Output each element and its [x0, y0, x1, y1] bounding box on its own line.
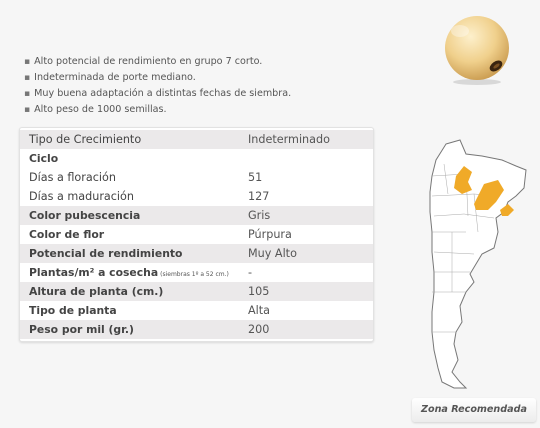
soybean-seed-icon	[445, 16, 509, 85]
spec-row: Color pubescencia Gris	[20, 206, 373, 225]
spec-row: Color de flor Púrpura	[20, 225, 373, 244]
spec-label: Color de flor	[29, 228, 105, 241]
spec-value: 200	[248, 323, 270, 336]
spec-value: 51	[248, 171, 263, 184]
spec-value: -	[248, 266, 253, 279]
spec-label: Potencial de rendimiento	[29, 247, 183, 260]
spec-row: Peso por mil (gr.) 200	[20, 320, 373, 339]
spec-label: Color pubescencia	[29, 209, 141, 222]
spec-table: Tipo de Crecimiento Indeterminado Ciclo D…	[19, 127, 374, 342]
spec-value: 127	[248, 190, 270, 203]
spec-row: Días a maduración 127	[20, 187, 373, 206]
spec-row: Tipo de planta Alta	[20, 301, 373, 320]
spec-label: Tipo de Crecimiento	[29, 133, 142, 146]
feature-item: Alto peso de 1000 semillas.	[24, 102, 291, 118]
spec-value: 105	[248, 285, 270, 298]
spec-row: Tipo de Crecimiento Indeterminado	[20, 130, 373, 149]
spec-row: Plantas/m² a cosecha (siembras 1º a 52 cm…	[20, 263, 373, 282]
spec-row: Potencial de rendimiento Muy Alto	[20, 244, 373, 263]
feature-list: Alto potencial de rendimiento en grupo 7…	[24, 54, 291, 118]
spec-row: Días a floración 51	[20, 168, 373, 187]
spec-note: (siembras 1º a 52 cm.)	[160, 271, 229, 278]
spec-label-text: Plantas/m² a cosecha	[29, 266, 159, 279]
zone-badge: Zona Recomendada	[412, 398, 536, 422]
spec-row: Ciclo	[20, 149, 373, 168]
spec-value: Gris	[248, 209, 271, 222]
zone-label: Zona Recomendada	[421, 404, 527, 415]
spec-label: Plantas/m² a cosecha (siembras 1º a 52 cm…	[20, 266, 248, 279]
spec-value: Púrpura	[248, 228, 292, 241]
spec-label: Altura de planta (cm.)	[29, 285, 164, 298]
spec-label: Días a floración	[29, 171, 116, 184]
spec-label: Ciclo	[29, 152, 59, 165]
spec-row: Altura de planta (cm.) 105	[20, 282, 373, 301]
feature-item: Alto potencial de rendimiento en grupo 7…	[24, 54, 291, 70]
spec-value: Alta	[248, 304, 271, 317]
spec-value: Indeterminado	[248, 133, 330, 146]
spec-label: Días a maduración	[29, 190, 134, 203]
feature-item: Indeterminada de porte mediano.	[24, 70, 291, 86]
spec-value: Muy Alto	[248, 247, 297, 260]
spec-label: Tipo de planta	[29, 304, 117, 317]
feature-item: Muy buena adaptación a distintas fechas …	[24, 86, 291, 102]
spec-label: Peso por mil (gr.)	[29, 323, 134, 336]
argentina-map-icon	[429, 139, 527, 389]
